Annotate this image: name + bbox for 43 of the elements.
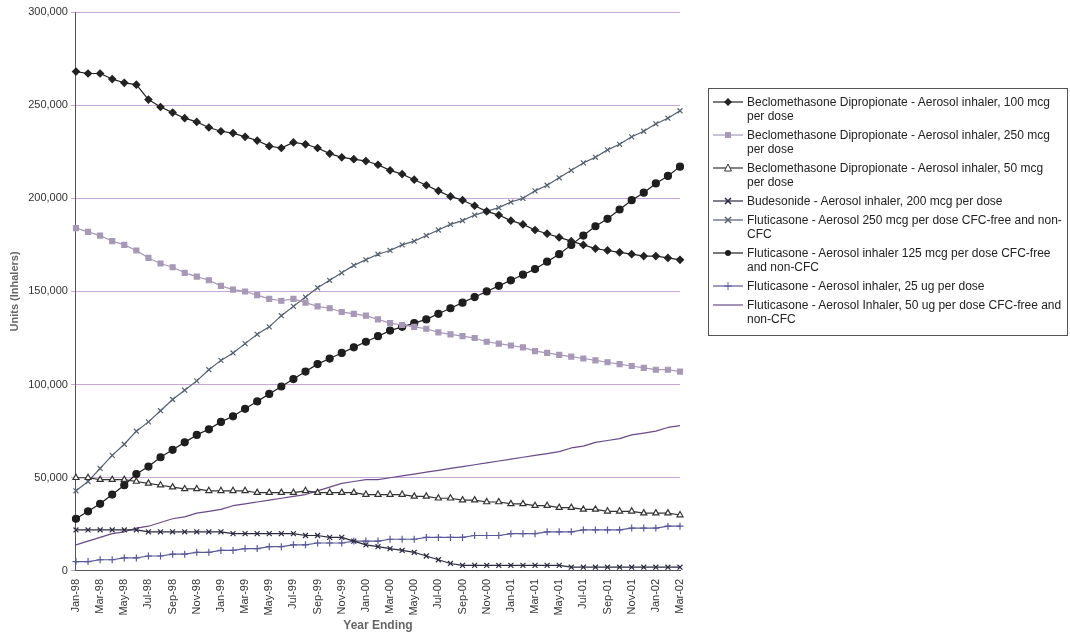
y-tick-label: 300,000 <box>28 5 68 18</box>
x-tick-label: Sep-99 <box>310 578 323 615</box>
x-tick-label: May-99 <box>262 578 275 616</box>
x-tick-label: Sep-01 <box>600 578 613 615</box>
x-tick-label: Mar-02 <box>673 578 686 614</box>
x-tick-label: Nov-98 <box>189 578 202 615</box>
x-tick-label: Jul-01 <box>576 578 589 609</box>
x-axis-title: Year Ending <box>343 618 413 633</box>
x-tick-label: Jan-02 <box>648 578 661 613</box>
y-axis-title: Units (Inhalers) <box>7 251 20 332</box>
x-tick-label: Nov-01 <box>624 578 637 615</box>
x-tick-label: Sep-00 <box>455 578 468 615</box>
legend-label: Beclomethasone Dipropionate - Aerosol inhaler, 100 mcg per dose <box>747 95 1051 123</box>
x-tick-label: Jul-00 <box>431 578 444 609</box>
legend-label: Budesonide - Aerosol inhaler, 200 mcg per dose <box>747 194 1003 208</box>
legend-label: Beclomethasone Dipropionate - Aerosol inhaler, 50 mcg per dose <box>747 161 1045 189</box>
x-tick-label: Mar-99 <box>238 578 251 614</box>
x-tick-label: Nov-99 <box>334 578 347 615</box>
x-tick-label: Nov-00 <box>479 578 492 615</box>
legend-label: Fluticasone - Aerosol Inhaler, 50 ug per dose CFC-free and non-CFC <box>747 298 1063 326</box>
x-tick-label: May-98 <box>117 578 130 616</box>
x-tick-label: Mar-01 <box>528 578 541 614</box>
x-tick-label: Jan-99 <box>213 578 226 613</box>
legend-label: Fluticasone - Aerosol 250 mcg per dose CFC-free and non-CFC <box>747 213 1063 241</box>
x-tick-label: May-00 <box>407 578 420 616</box>
y-tick-label: 250,000 <box>28 98 68 111</box>
x-tick-label: Jul-99 <box>286 578 299 609</box>
y-tick-label: 100,000 <box>28 377 68 390</box>
y-tick-label: 150,000 <box>28 284 68 297</box>
y-tick-label: 200,000 <box>28 191 68 204</box>
y-tick-label: 50,000 <box>34 470 68 483</box>
x-tick-label: Mar-98 <box>93 578 106 614</box>
y-tick-label: 0 <box>61 563 68 576</box>
legend-label: Fluticasone - Aerosol inhaler 125 mcg per dose CFC-free and non-CFC <box>747 246 1052 274</box>
x-tick-label: Jan-00 <box>358 578 371 613</box>
x-tick-label: Jul-98 <box>141 578 154 609</box>
legend-label: Beclomethasone Dipropionate - Aerosol inhaler, 250 mcg per dose <box>747 128 1051 156</box>
x-tick-label: Sep-98 <box>165 578 178 615</box>
x-tick-label: Jan-01 <box>503 578 516 613</box>
x-tick-label: Mar-00 <box>383 578 396 614</box>
legend-label: Fluticasone - Aerosol inhaler, 25 ug per dose <box>747 279 985 293</box>
x-tick-label: Jan-98 <box>68 578 81 613</box>
x-tick-label: May-01 <box>552 578 565 616</box>
